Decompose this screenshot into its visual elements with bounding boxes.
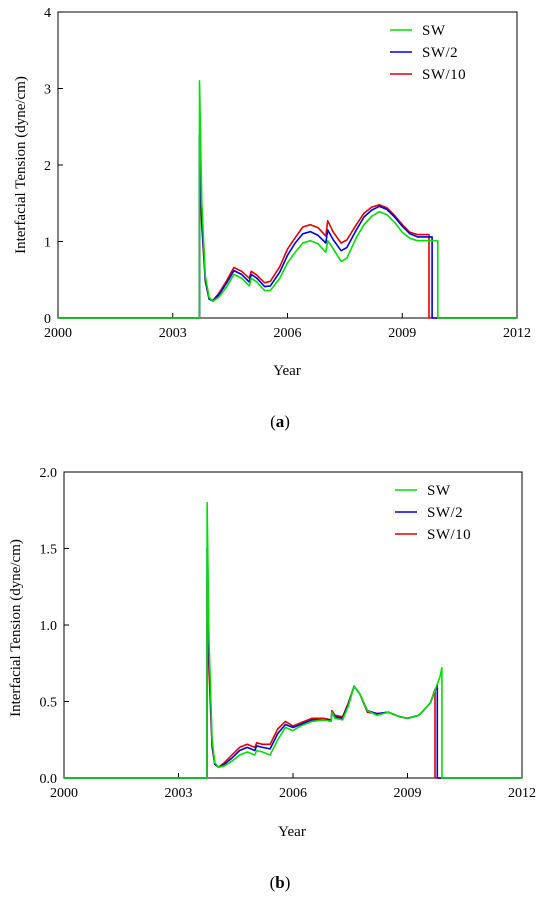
x-tick-label: 2009 — [388, 326, 416, 341]
legend: SW SW/2 SW/10 — [395, 483, 471, 543]
legend-label: SW/2 — [422, 45, 458, 61]
plot-area: 2000 2003 2006 2009 2012 0.0 0.5 1.0 1.5 2.0 SW SW/… — [40, 466, 537, 801]
legend-label: SW/10 — [422, 67, 466, 83]
x-tick-label: 2003 — [165, 786, 193, 801]
x-tick-label: 2009 — [394, 786, 422, 801]
y-tick-label: 0.0 — [40, 772, 58, 787]
panel-caption: (b) — [270, 873, 291, 892]
series-line-sw-2 — [58, 133, 517, 319]
x-tick-label: 2006 — [274, 326, 302, 341]
y-tick-label: 1.0 — [40, 619, 58, 634]
panel-caption: (a) — [270, 412, 290, 431]
x-axis-label: Year — [273, 363, 301, 379]
legend-label: SW/10 — [427, 527, 471, 543]
x-tick-label: 2003 — [159, 326, 187, 341]
legend-label: SW/2 — [427, 505, 463, 521]
series-line-sw — [58, 80, 517, 319]
legend-label: SW — [422, 23, 446, 39]
x-axis-label: Year — [278, 824, 306, 840]
series-line-sw-2 — [64, 547, 522, 779]
series-line-sw — [64, 501, 522, 779]
caption-letter: b — [275, 873, 284, 892]
y-tick-label: 3 — [44, 83, 51, 98]
y-axis-label: Interfacial Tension (dyne/cm) — [13, 76, 29, 254]
y-tick-label: 1 — [44, 236, 51, 251]
y-tick-label: 2 — [44, 159, 51, 174]
chart-panel-b: 2000 2003 2006 2009 2012 0.0 0.5 1.0 1.5 2.0 SW SW/… — [8, 466, 536, 892]
y-tick-label: 1.5 — [40, 543, 58, 558]
y-tick-label: 0.5 — [40, 696, 58, 711]
y-tick-label: 0 — [44, 312, 51, 327]
x-tick-label: 2000 — [44, 326, 72, 341]
y-tick-label: 4 — [44, 6, 51, 21]
y-tick-label: 2.0 — [40, 466, 58, 481]
series-line-sw-10 — [58, 164, 517, 319]
legend-label: SW — [427, 483, 451, 499]
x-tick-label: 2012 — [503, 326, 531, 341]
series-line-sw-10 — [64, 578, 522, 779]
x-tick-label: 2000 — [50, 786, 78, 801]
x-tick-label: 2012 — [508, 786, 536, 801]
y-axis-label: Interfacial Tension (dyne/cm) — [8, 539, 24, 717]
legend: SW SW/2 SW/10 — [390, 23, 466, 83]
x-tick-label: 2006 — [279, 786, 307, 801]
caption-letter: a — [276, 412, 285, 431]
